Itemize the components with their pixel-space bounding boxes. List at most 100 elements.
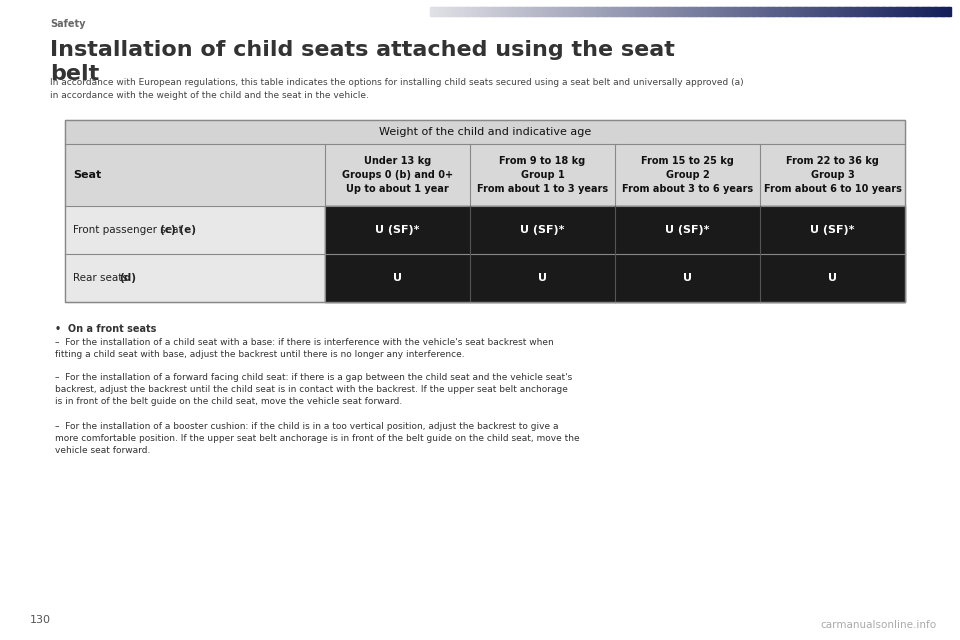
Bar: [938, 7, 940, 16]
Bar: [65, 144, 905, 206]
Bar: [508, 7, 510, 16]
Bar: [468, 7, 470, 16]
Bar: [841, 7, 843, 16]
Bar: [740, 7, 742, 16]
Bar: [665, 7, 668, 16]
Bar: [735, 7, 737, 16]
Bar: [820, 7, 822, 16]
Bar: [755, 7, 756, 16]
Bar: [65, 254, 325, 302]
Bar: [538, 7, 540, 16]
Bar: [725, 7, 727, 16]
Text: U: U: [393, 273, 402, 283]
Bar: [588, 7, 590, 16]
Bar: [846, 7, 849, 16]
Bar: [656, 7, 658, 16]
Bar: [574, 7, 576, 16]
Bar: [594, 7, 597, 16]
Bar: [613, 7, 616, 16]
Bar: [531, 7, 533, 16]
Bar: [936, 7, 938, 16]
Bar: [430, 7, 432, 16]
Bar: [914, 7, 916, 16]
Bar: [727, 7, 729, 16]
Bar: [477, 7, 479, 16]
Bar: [710, 7, 713, 16]
Bar: [738, 7, 741, 16]
Bar: [612, 7, 614, 16]
Bar: [607, 7, 609, 16]
Bar: [811, 7, 813, 16]
Bar: [465, 7, 467, 16]
Bar: [443, 7, 444, 16]
Bar: [806, 7, 808, 16]
Bar: [785, 7, 787, 16]
Bar: [514, 7, 516, 16]
Bar: [434, 7, 436, 16]
Bar: [852, 7, 855, 16]
Bar: [772, 7, 774, 16]
Bar: [609, 7, 611, 16]
Bar: [473, 7, 475, 16]
Bar: [577, 7, 580, 16]
Bar: [803, 7, 804, 16]
Bar: [882, 7, 884, 16]
Bar: [852, 7, 853, 16]
Bar: [709, 7, 711, 16]
Bar: [657, 7, 660, 16]
Bar: [763, 7, 765, 16]
Bar: [435, 7, 438, 16]
Bar: [444, 7, 446, 16]
Bar: [808, 7, 810, 16]
Bar: [482, 7, 484, 16]
Bar: [862, 7, 864, 16]
Bar: [501, 7, 503, 16]
Bar: [503, 7, 505, 16]
Bar: [635, 7, 636, 16]
Bar: [832, 7, 834, 16]
Bar: [456, 7, 458, 16]
Bar: [546, 7, 548, 16]
Bar: [835, 7, 838, 16]
Bar: [790, 7, 793, 16]
Bar: [798, 7, 800, 16]
Bar: [931, 7, 933, 16]
Bar: [787, 7, 789, 16]
Bar: [505, 7, 507, 16]
Bar: [828, 7, 831, 16]
Bar: [880, 7, 883, 16]
Bar: [701, 7, 703, 16]
Bar: [645, 7, 647, 16]
Bar: [844, 7, 847, 16]
Text: Safety: Safety: [50, 19, 85, 29]
Text: From 15 to 25 kg
Group 2
From about 3 to 6 years: From 15 to 25 kg Group 2 From about 3 to…: [622, 156, 753, 193]
Bar: [753, 7, 755, 16]
Bar: [768, 7, 770, 16]
Bar: [518, 7, 520, 16]
Bar: [636, 7, 638, 16]
Bar: [830, 7, 832, 16]
Bar: [856, 7, 858, 16]
Bar: [551, 7, 554, 16]
Bar: [923, 7, 924, 16]
Bar: [704, 7, 707, 16]
Bar: [447, 7, 449, 16]
Bar: [487, 7, 490, 16]
Bar: [693, 7, 696, 16]
Bar: [865, 7, 867, 16]
Bar: [678, 7, 680, 16]
Bar: [660, 7, 662, 16]
Bar: [697, 7, 699, 16]
Bar: [480, 7, 483, 16]
Bar: [906, 7, 909, 16]
Bar: [470, 254, 615, 302]
Bar: [692, 7, 694, 16]
Bar: [621, 7, 623, 16]
Bar: [520, 7, 522, 16]
Bar: [591, 7, 593, 16]
Bar: [903, 7, 905, 16]
Bar: [934, 7, 937, 16]
Bar: [888, 7, 890, 16]
Bar: [742, 7, 744, 16]
Bar: [760, 206, 905, 254]
